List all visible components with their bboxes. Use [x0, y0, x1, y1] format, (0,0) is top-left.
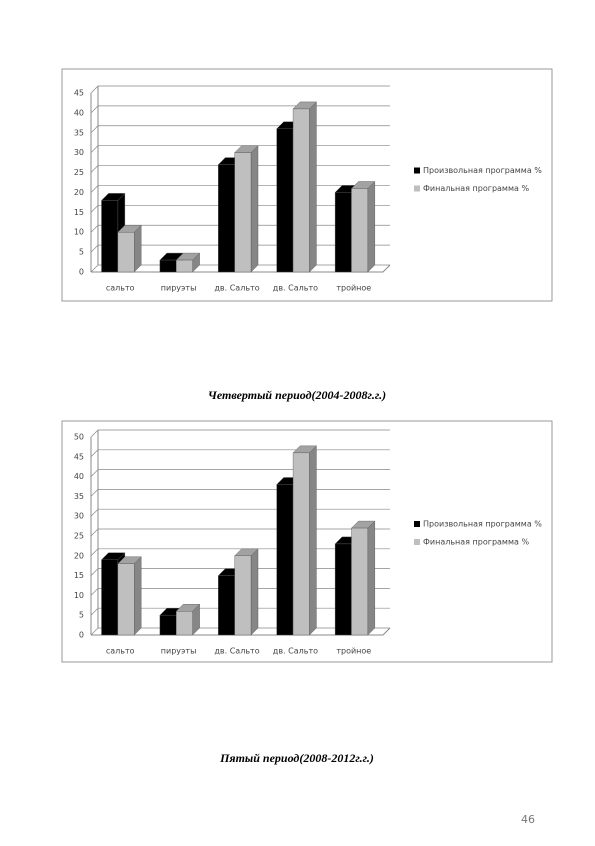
y-tick-label: 50: [74, 433, 84, 442]
chart-frame: [61, 68, 553, 302]
bar-side: [309, 101, 317, 273]
x-tick-label: пируэты: [161, 284, 197, 293]
bar: [176, 611, 193, 636]
y-tick-label: 35: [74, 128, 84, 137]
bar-side: [134, 556, 142, 636]
x-tick-label: сальто: [106, 647, 135, 656]
x-tick-label: дв. Сальто: [273, 284, 318, 293]
y-tick-label: 35: [74, 492, 84, 501]
bar-side: [367, 180, 376, 273]
y-tick-label: 5: [79, 248, 84, 257]
grid-line-depth: [90, 508, 99, 517]
bar: [292, 452, 310, 636]
bar-side: [250, 548, 259, 636]
y-tick-label: 15: [74, 208, 84, 217]
y-tick-label: 20: [74, 551, 84, 560]
bar: [334, 192, 352, 273]
grid-line-depth: [90, 205, 99, 213]
grid-line-depth: [90, 125, 99, 134]
y-tick-label: 0: [79, 631, 84, 640]
caption: Четвертый период(2004-2008г.г.): [208, 388, 386, 402]
legend-swatch: [414, 521, 420, 527]
legend-label: Произвольная программа %: [423, 520, 542, 529]
bar: [117, 563, 135, 636]
grid-line-depth: [90, 105, 99, 114]
bar: [276, 128, 294, 273]
grid-line-depth: [90, 528, 99, 537]
bar: [117, 232, 135, 273]
y-tick-label: 10: [74, 591, 84, 600]
legend-label: Произвольная программа %: [423, 166, 542, 175]
bar: [276, 484, 294, 636]
bar: [176, 259, 193, 273]
y-tick-label: 25: [74, 532, 84, 541]
x-tick-label: дв. Сальто: [273, 647, 318, 656]
grid-line-depth: [90, 224, 99, 233]
y-tick-label: 20: [74, 188, 84, 197]
bar: [101, 200, 119, 273]
grid-line-depth: [90, 469, 99, 477]
bar: [159, 259, 177, 273]
bar: [334, 543, 352, 636]
grid-line-depth: [90, 145, 99, 153]
grid-line-depth: [90, 264, 99, 273]
grid-line-depth: [90, 185, 99, 193]
grid-line-depth: [90, 85, 99, 94]
y-tick-label: 0: [79, 268, 84, 277]
grid-line-depth: [90, 449, 99, 458]
x-tick-label: сальто: [106, 284, 135, 293]
legend-label: Финальная программа %: [423, 184, 529, 193]
bar-side: [367, 520, 376, 636]
bar: [159, 615, 177, 636]
caption: Пятый период(2008-2012г.г.): [219, 751, 374, 765]
bar-side: [134, 224, 142, 273]
chart-frame: [61, 420, 553, 663]
page-number: 46: [521, 813, 535, 826]
y-tick-label: 40: [74, 472, 84, 481]
grid-line-depth: [90, 588, 99, 596]
grid-line-depth: [90, 244, 99, 253]
grid-line-depth: [90, 429, 99, 438]
bar: [101, 559, 119, 636]
y-tick-label: 45: [74, 452, 84, 461]
bar-side: [309, 445, 317, 636]
grid-line-depth: [90, 548, 99, 557]
bar: [218, 575, 235, 636]
bar-side: [250, 145, 259, 273]
grid-line-depth: [90, 489, 99, 497]
legend-label: Финальная программа %: [423, 538, 529, 547]
bar: [351, 188, 369, 273]
x-tick-label: дв. Сальто: [214, 284, 259, 293]
x-tick-label: дв. Сальто: [214, 647, 259, 656]
y-tick-label: 30: [74, 148, 84, 157]
y-tick-label: 40: [74, 108, 84, 117]
grid-line-depth: [90, 627, 99, 636]
y-tick-label: 10: [74, 228, 84, 237]
y-tick-label: 45: [74, 89, 84, 98]
y-tick-label: 25: [74, 168, 84, 177]
bar: [234, 152, 252, 273]
bar: [234, 555, 252, 636]
y-tick-label: 5: [79, 611, 84, 620]
grid-line-depth: [90, 607, 99, 616]
y-tick-label: 30: [74, 512, 84, 521]
bar: [218, 164, 235, 273]
legend-swatch: [414, 167, 420, 174]
grid-line-depth: [90, 568, 99, 576]
x-tick-label: пируэты: [161, 647, 197, 656]
legend-swatch: [414, 185, 420, 192]
legend-swatch: [414, 539, 420, 545]
y-tick-label: 15: [74, 571, 84, 580]
bar: [351, 527, 369, 636]
bar: [292, 108, 310, 273]
grid-line-depth: [90, 165, 99, 173]
x-tick-label: тройное: [336, 284, 371, 293]
x-tick-label: тройное: [336, 647, 371, 656]
